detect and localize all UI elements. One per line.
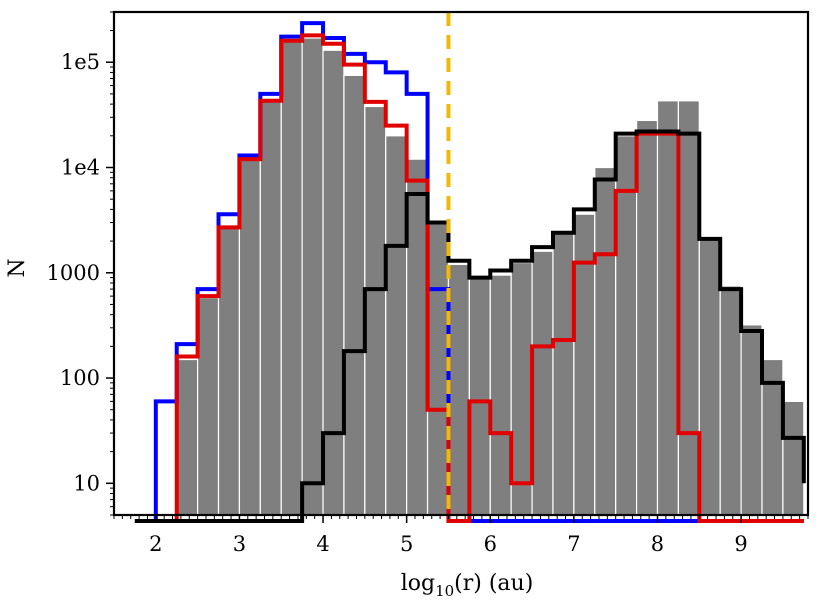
x-tick-label: 6 (484, 532, 497, 556)
step-series-2 (134, 33, 804, 523)
hist-bar (468, 276, 491, 516)
x-tick-label: 2 (149, 532, 162, 556)
hist-bar (489, 274, 512, 516)
hist-bar (426, 221, 450, 516)
hist-bar (385, 135, 408, 516)
hist-bar (447, 263, 470, 516)
plot-frame (112, 10, 810, 517)
hist-bar (343, 74, 366, 516)
hist-bar (217, 225, 241, 516)
x-axis-label: log10(r) (au) (401, 571, 534, 600)
hist-bar (719, 285, 742, 516)
y-axis-ticks: 10 100 1000 1e4 1e5 (47, 11, 114, 516)
x-tick-label: 9 (734, 532, 747, 556)
x-tick-label: 4 (316, 532, 329, 556)
hist-bar (740, 324, 763, 516)
y-tick-label: 1000 (47, 261, 100, 285)
hist-bar (677, 100, 700, 516)
step-series-3 (134, 129, 806, 523)
hist-bar (552, 232, 575, 516)
hist-bar (635, 119, 659, 516)
hist-bar (322, 49, 345, 516)
x-tick-label: 5 (400, 532, 413, 556)
hist-bar (656, 100, 679, 516)
step-series (134, 21, 806, 523)
x-axis-ticks: 2 3 4 5 6 7 8 9 (113, 515, 809, 556)
x-tick-label: 8 (651, 532, 664, 556)
hist-bar (301, 37, 324, 516)
x-tick-label: 7 (567, 532, 580, 556)
y-tick-label: 10 (73, 471, 100, 495)
hist-bar (259, 98, 282, 516)
hist-bar (510, 261, 533, 516)
hist-bar (594, 166, 617, 516)
hist-bar (573, 213, 596, 516)
x-tick-label: 3 (233, 532, 246, 556)
hist-bar (782, 400, 805, 516)
hist-bar (531, 250, 554, 516)
y-axis-label: N (5, 258, 30, 277)
filled-bars (176, 37, 805, 516)
hist-bar (197, 297, 220, 516)
hist-bar (364, 105, 387, 516)
hist-bar (280, 40, 303, 516)
hist-bar (406, 158, 429, 516)
hist-bar (698, 236, 721, 516)
y-tick-label: 1e4 (61, 155, 100, 179)
y-tick-label: 1e5 (61, 50, 100, 74)
hist-bar (238, 158, 261, 516)
hist-bar (176, 358, 199, 516)
y-tick-label: 100 (60, 366, 100, 390)
